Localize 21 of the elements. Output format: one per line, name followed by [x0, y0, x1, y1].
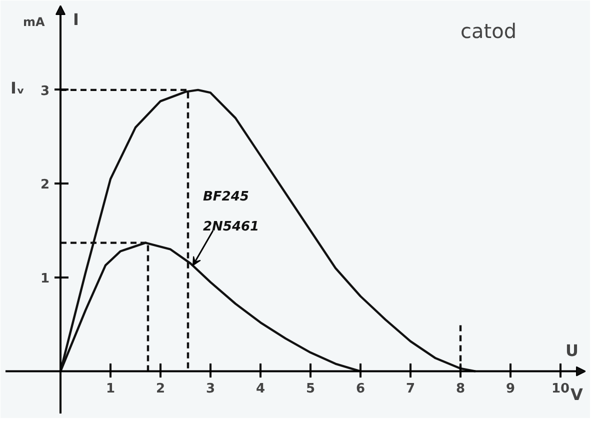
text: catod [460, 19, 517, 44]
x-tick-label: 10 [551, 381, 570, 396]
y-tick-label: 2 [40, 178, 50, 193]
y-axis-title: I [73, 10, 79, 29]
x-tick-label: 5 [306, 381, 316, 396]
x-tick-label: 2 [156, 381, 166, 396]
x-tick-label: 3 [206, 381, 216, 396]
x-tick-label: 7 [406, 381, 416, 396]
text: BF245 [203, 189, 249, 204]
x-tick-label: 6 [356, 381, 366, 396]
annotation: mA [23, 14, 46, 29]
annotation: Iᵥ [10, 78, 24, 98]
x-tick-label: 8 [456, 381, 466, 396]
x-tick-label: 1 [106, 381, 116, 396]
x-tick-label: 9 [506, 381, 516, 396]
x-tick-label: 4 [256, 381, 266, 396]
y-tick-label: 1 [40, 272, 50, 286]
x-axis-title: U [566, 341, 578, 360]
annotation: V [570, 385, 584, 404]
y-tick-label: 3 [40, 84, 50, 99]
text: 2N5461 [203, 219, 260, 234]
